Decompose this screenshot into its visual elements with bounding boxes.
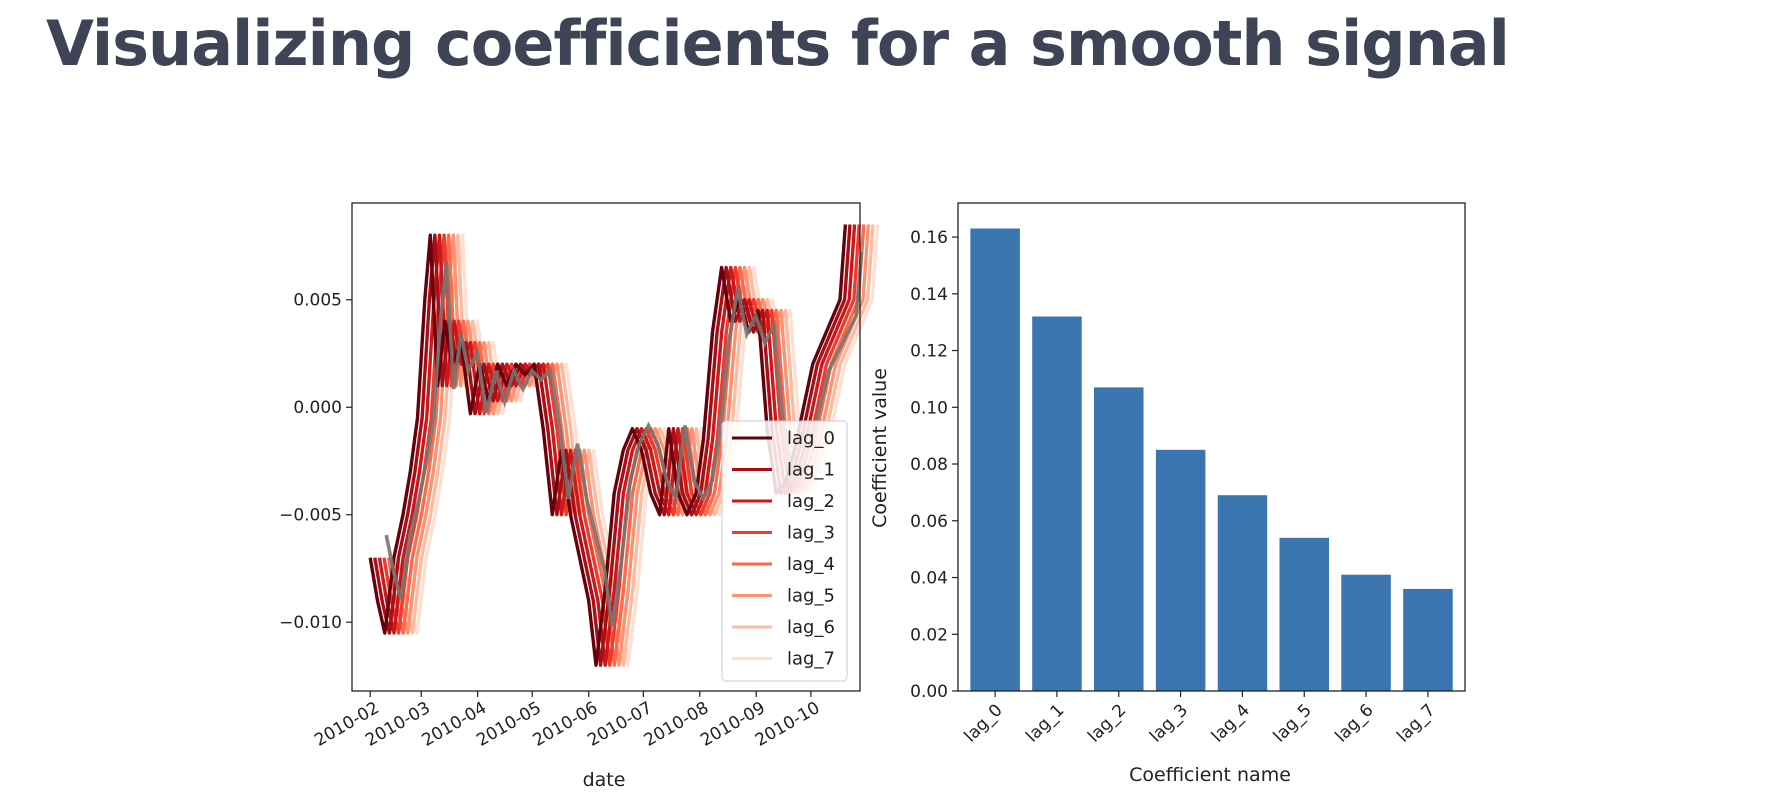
line-chart: 0.005 0.000 −0.005 −0.010 2010-022010-03201… — [279, 202, 880, 791]
line-lag_5 — [391, 224, 871, 667]
bars — [970, 228, 1453, 691]
y-tick-label: 0.10 — [910, 398, 948, 418]
lag-lines — [368, 224, 880, 667]
y-tick-label: 0.14 — [910, 285, 948, 305]
y-tick-label: 0.000 — [293, 398, 342, 418]
y-tick-label: 0.00 — [910, 682, 948, 702]
y-tick-label: −0.005 — [279, 506, 342, 526]
y-tick-label: 0.08 — [910, 455, 948, 475]
y-tick-label: −0.010 — [279, 613, 342, 633]
bar-lag_4 — [1217, 495, 1268, 691]
bar-chart-frame — [957, 202, 1466, 692]
x-tick-label: lag_6 — [1331, 700, 1377, 746]
legend-box — [721, 420, 848, 682]
legend-label: lag_7 — [787, 649, 835, 670]
x-tick-label: lag_2 — [1084, 700, 1130, 746]
line-lag_0 — [368, 224, 848, 667]
legend-label: lag_4 — [787, 554, 835, 575]
y-tick-label: 0.06 — [910, 512, 948, 532]
legend-label: lag_5 — [787, 586, 835, 607]
y-tick-label: 0.12 — [910, 342, 948, 362]
bar-lag_1 — [1032, 316, 1082, 691]
x-tick-label: lag_5 — [1270, 700, 1316, 746]
bar-chart-y-label: Coefficient value — [869, 368, 891, 528]
bar-lag_6 — [1341, 574, 1391, 691]
bar-lag_0 — [970, 228, 1020, 691]
legend: lag_0 lag_1 lag_2 lag_3 lag_4 lag_5 lag_6 lag_7 — [721, 420, 848, 682]
bar-chart: 0.00 0.02 0.04 0.06 0.08 0.10 0.12 0.14 0.16 lag… — [869, 202, 1466, 786]
bar-lag_7 — [1403, 588, 1453, 691]
x-tick-label: lag_7 — [1393, 700, 1439, 746]
x-tick-label: lag_4 — [1208, 700, 1254, 746]
y-tick-label: 0.02 — [910, 625, 948, 645]
bar-lag_5 — [1279, 537, 1329, 691]
legend-label: lag_1 — [787, 460, 835, 481]
bar-chart-y-axis: 0.00 0.02 0.04 0.06 0.08 0.10 0.12 0.14 0.16 — [910, 228, 958, 702]
line-chart-x-axis: 2010-022010-032010-042010-052010-062010-… — [311, 691, 823, 751]
line-lag_2 — [377, 224, 857, 667]
legend-label: lag_6 — [787, 617, 835, 638]
x-tick-label: lag_1 — [1022, 700, 1068, 746]
y-tick-label: 0.16 — [910, 228, 948, 248]
bar-lag_3 — [1155, 449, 1206, 691]
bar-chart-x-axis: lag_0 lag_1 lag_2 lag_3 lag_4 lag_5 lag_6 lag_7 — [960, 691, 1439, 747]
line-lag_1 — [373, 224, 852, 667]
legend-label: lag_0 — [787, 428, 835, 449]
line-chart-y-axis: 0.005 0.000 −0.005 −0.010 — [279, 291, 352, 633]
line-chart-frame — [351, 202, 861, 692]
line-chart-x-label: date — [583, 769, 626, 791]
x-tick-label: lag_0 — [960, 700, 1006, 746]
average-line — [384, 251, 864, 627]
y-tick-label: 0.005 — [293, 291, 342, 311]
slide-title: Visualizing coefficients for a smooth si… — [46, 7, 1510, 80]
legend-label: lag_3 — [787, 523, 835, 544]
x-tick-label: lag_3 — [1146, 700, 1192, 746]
bar-chart-x-label: Coefficient name — [1129, 764, 1291, 786]
legend-label: lag_2 — [787, 491, 835, 512]
bar-lag_2 — [1094, 387, 1144, 691]
y-tick-label: 0.04 — [910, 569, 948, 589]
